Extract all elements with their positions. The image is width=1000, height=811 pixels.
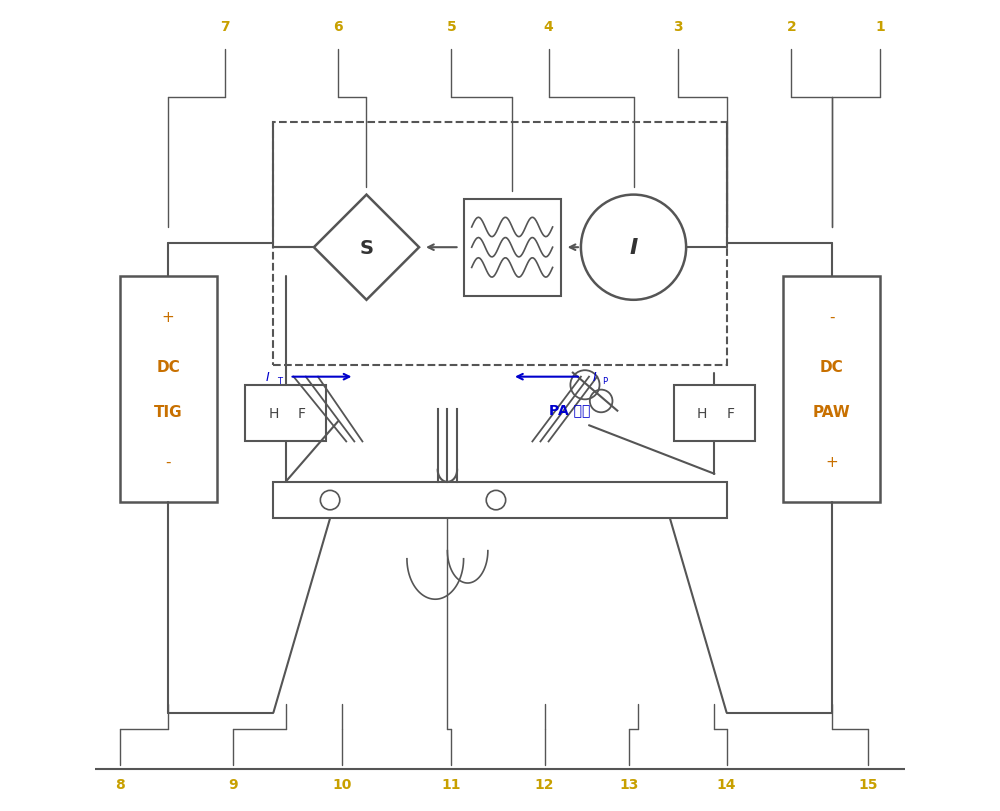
- Text: F: F: [298, 406, 306, 421]
- Text: DC: DC: [156, 359, 180, 374]
- Text: 3: 3: [673, 19, 683, 34]
- Text: DC: DC: [820, 359, 844, 374]
- Text: 11: 11: [442, 777, 461, 792]
- Text: F: F: [727, 406, 735, 421]
- Text: 6: 6: [333, 19, 343, 34]
- Text: 13: 13: [620, 777, 639, 792]
- Text: 15: 15: [858, 777, 878, 792]
- Text: I: I: [266, 371, 269, 384]
- Bar: [273, 122, 727, 365]
- Text: +: +: [825, 454, 838, 470]
- Text: T: T: [277, 377, 282, 386]
- Text: -: -: [165, 454, 171, 470]
- Text: 5: 5: [447, 19, 456, 34]
- Text: 8: 8: [115, 777, 125, 792]
- Text: 1: 1: [875, 19, 885, 34]
- Bar: [464, 200, 561, 296]
- Text: PAW: PAW: [813, 405, 851, 419]
- Text: I: I: [593, 371, 597, 384]
- Bar: [783, 277, 880, 503]
- Text: H: H: [268, 406, 279, 421]
- Text: 14: 14: [717, 777, 736, 792]
- Text: P: P: [602, 377, 607, 386]
- Bar: [273, 483, 727, 519]
- Bar: [674, 385, 755, 442]
- Text: S: S: [359, 238, 373, 257]
- Text: 9: 9: [228, 777, 238, 792]
- Text: H: H: [697, 406, 707, 421]
- Bar: [120, 277, 217, 503]
- Text: 10: 10: [333, 777, 352, 792]
- Text: -: -: [829, 310, 835, 324]
- Text: 2: 2: [786, 19, 796, 34]
- Text: 12: 12: [535, 777, 554, 792]
- Text: TIG: TIG: [154, 405, 183, 419]
- Text: +: +: [162, 310, 175, 324]
- Text: PA 电极: PA 电极: [549, 402, 590, 417]
- Text: 4: 4: [544, 19, 553, 34]
- Text: I: I: [629, 238, 638, 258]
- Text: 7: 7: [220, 19, 230, 34]
- Bar: [245, 385, 326, 442]
